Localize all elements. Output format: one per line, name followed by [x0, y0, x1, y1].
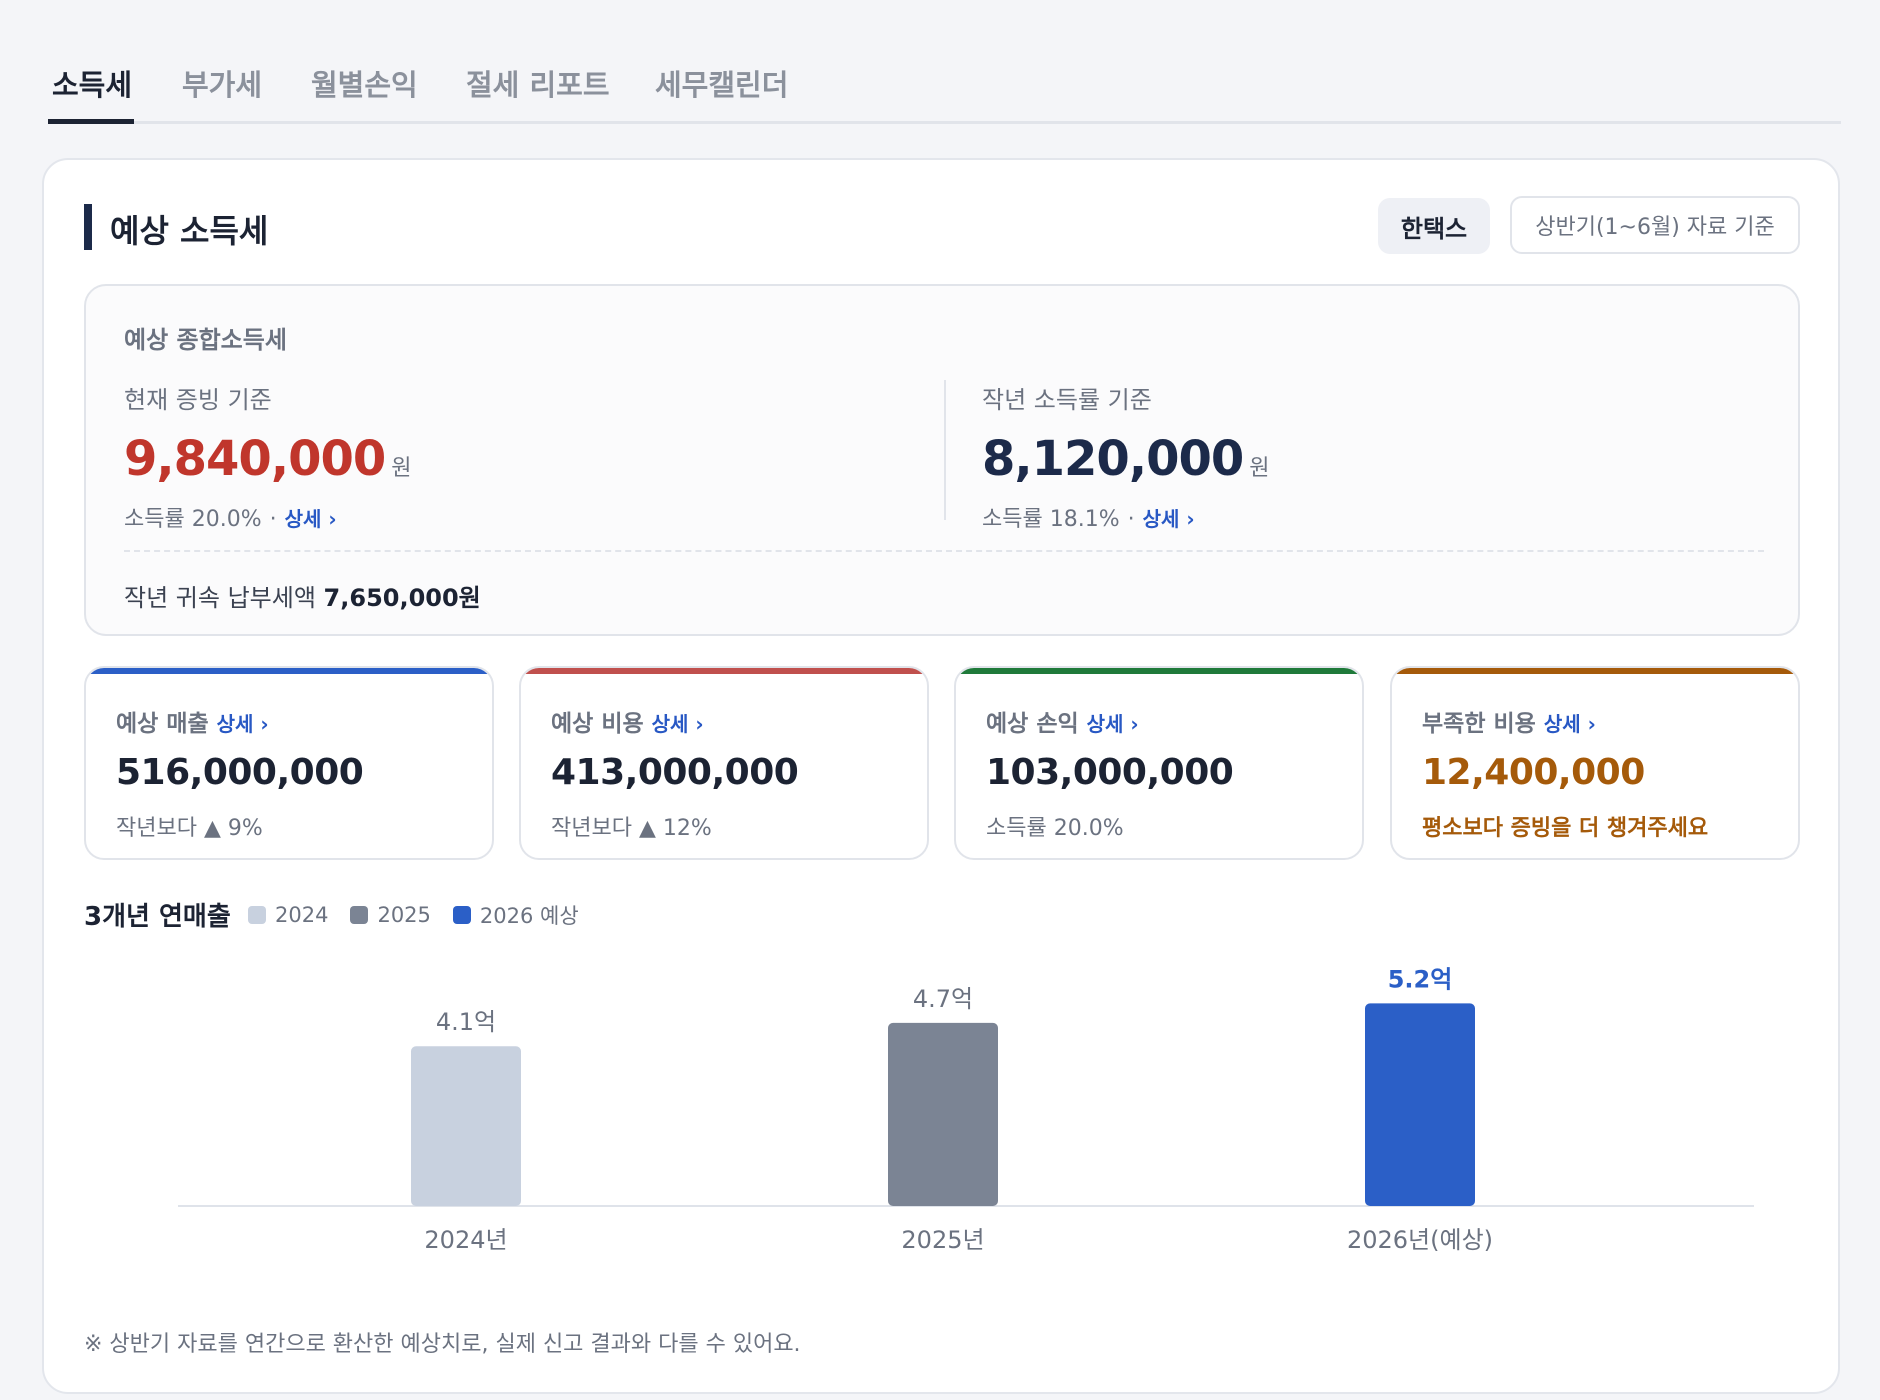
active-tab-indicator	[48, 119, 134, 124]
provider-chip[interactable]: 한택스	[1378, 198, 1490, 254]
income-tax-card: 예상 소득세 한택스 상반기(1~6월) 자료 기준 예상 종합소득세 현재 증…	[42, 158, 1840, 1394]
metric-card-revenue: 예상 매출 상세 › 516,000,000 작년보다 ▲ 9%	[84, 666, 494, 860]
metric-sub: 작년보다 ▲ 9%	[116, 816, 263, 841]
lastyear-basis-amount: 8,120,000	[982, 431, 1244, 487]
metric-detail-link[interactable]: 상세 ›	[651, 712, 704, 736]
metric-card-expense: 예상 비용 상세 › 413,000,000 작년보다 ▲ 12%	[519, 666, 929, 860]
dashed-divider	[124, 550, 1764, 552]
metric-label: 부족한 비용	[1422, 711, 1536, 737]
metric-detail-link[interactable]: 상세 ›	[1543, 712, 1596, 736]
metric-label: 예상 비용	[551, 711, 644, 737]
tab-vat[interactable]: 부가세	[182, 68, 263, 102]
current-basis-column: 현재 증빙 기준 9,840,000 원 소득률 20.0% · 상세 ›	[124, 380, 412, 533]
x-tick-label: 2024년	[424, 1226, 507, 1254]
x-tick-label: 2025년	[901, 1226, 984, 1254]
metric-value: 413,000,000	[551, 752, 799, 793]
currency-unit: 원	[391, 456, 412, 481]
metric-accent-line	[521, 668, 927, 674]
column-divider	[944, 380, 946, 520]
x-tick-label: 2026년(예상)	[1347, 1226, 1493, 1254]
metric-label: 예상 손익	[986, 711, 1079, 737]
separator-dot: ·	[269, 507, 277, 532]
lastyear-basis-column: 작년 소득률 기준 8,120,000 원 소득률 18.1% · 상세 ›	[982, 380, 1270, 533]
bar-value-label: 4.7억	[913, 985, 973, 1013]
chart-legend: 2024 2025 2026 예상	[248, 900, 601, 930]
metric-value: 516,000,000	[116, 752, 364, 793]
metric-value: 103,000,000	[986, 752, 1234, 793]
metric-sub: 소득률 20.0%	[986, 816, 1124, 841]
metric-sub: 작년보다 ▲ 12%	[551, 816, 712, 841]
tab-bar: 소득세 부가세 월별손익 절세 리포트 세무캘린더	[48, 48, 1841, 124]
legend-item: 2026 예상	[452, 900, 579, 930]
metric-card-missing-expense: 부족한 비용 상세 › 12,400,000 평소보다 증빙을 더 챙겨주세요	[1390, 666, 1800, 860]
metric-sub: 평소보다 증빙을 더 챙겨주세요	[1422, 816, 1709, 841]
tab-tax-saving-report[interactable]: 절세 리포트	[466, 68, 610, 102]
metric-value: 12,400,000	[1422, 752, 1645, 793]
chart-title: 3개년 연매출	[84, 902, 231, 932]
current-basis-label: 현재 증빙 기준	[124, 386, 272, 414]
last-year-tax-paid: 작년 귀속 납부세액 7,650,000원	[124, 578, 481, 613]
legend-label: 2026 예상	[479, 904, 579, 928]
basis-chip[interactable]: 상반기(1~6월) 자료 기준	[1510, 196, 1800, 254]
current-detail-link[interactable]: 상세 ›	[284, 507, 337, 531]
legend-swatch	[452, 906, 471, 924]
last-tax-value: 7,650,000원	[323, 584, 481, 612]
currency-unit: 원	[1249, 456, 1270, 481]
legend-label: 2025	[377, 903, 431, 927]
legend-swatch	[350, 906, 369, 924]
legend-item: 2025	[350, 903, 431, 927]
bar-value-label: 4.1억	[436, 1008, 496, 1036]
lastyear-detail-link[interactable]: 상세 ›	[1142, 507, 1195, 531]
metric-card-profit: 예상 손익 상세 › 103,000,000 소득률 20.0%	[954, 666, 1364, 860]
metric-accent-line	[86, 668, 492, 674]
legend-label: 2024	[275, 903, 329, 927]
summary-title: 예상 종합소득세	[124, 326, 287, 354]
metric-label: 예상 매출	[116, 711, 209, 737]
bar-value-label: 5.2억	[1388, 965, 1453, 993]
metric-detail-link[interactable]: 상세 ›	[216, 712, 269, 736]
lastyear-basis-label: 작년 소득률 기준	[982, 386, 1152, 414]
tab-monthly-pnl[interactable]: 월별손익	[311, 68, 418, 102]
lastyear-income-rate: 소득률 18.1%	[982, 507, 1120, 532]
card-title: 예상 소득세	[110, 212, 269, 250]
metric-detail-link[interactable]: 상세 ›	[1086, 712, 1139, 736]
current-basis-amount: 9,840,000	[124, 431, 386, 487]
title-accent-bar	[84, 204, 92, 250]
legend-swatch	[248, 906, 266, 924]
revenue-bar-chart: 4.1억 2024년 4.7억 2025년 5.2억 2026년(예상)	[178, 965, 1754, 1254]
separator-dot: ·	[1127, 507, 1135, 532]
metric-accent-line	[956, 668, 1362, 674]
metric-accent-line	[1392, 668, 1798, 674]
current-income-rate: 소득률 20.0%	[124, 507, 262, 532]
tab-income-tax[interactable]: 소득세	[52, 68, 133, 102]
bar-2024년	[411, 1046, 521, 1206]
legend-item: 2024	[248, 903, 328, 927]
bar-2025년	[888, 1022, 998, 1206]
last-tax-label: 작년 귀속 납부세액	[124, 584, 316, 612]
bar-2026년(예상)	[1365, 1003, 1475, 1206]
tab-tax-calendar[interactable]: 세무캘린더	[655, 68, 789, 102]
tax-summary-box: 예상 종합소득세 현재 증빙 기준 9,840,000 원 소득률 20.0% ·…	[84, 284, 1800, 636]
footnote: ※ 상반기 자료를 연간으로 환산한 예상치로, 실제 신고 결과와 다를 수 …	[84, 1332, 801, 1357]
